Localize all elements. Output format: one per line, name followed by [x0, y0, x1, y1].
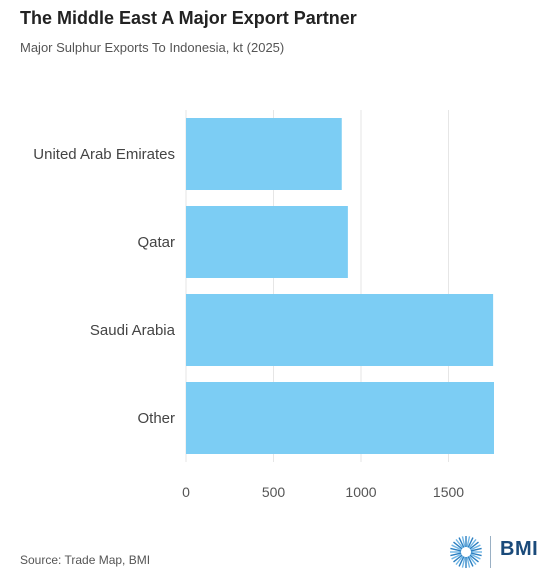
logo-ray — [470, 544, 481, 551]
logo-ray — [451, 544, 462, 551]
category-labels: United Arab Emirates Qatar Saudi Arabia Oth… — [33, 146, 175, 427]
logo-ray — [470, 547, 482, 552]
logo-ray — [450, 552, 462, 557]
chart-title: The Middle East A Major Export Partner — [20, 8, 357, 28]
bar-other — [186, 382, 494, 454]
x-tick-label: 1500 — [433, 484, 464, 500]
logo-ray — [458, 556, 465, 567]
logo-ray — [468, 555, 477, 565]
x-tick-label: 1000 — [345, 484, 376, 500]
logo-ray — [470, 552, 482, 557]
source-note: Source: Trade Map, BMI — [20, 553, 151, 567]
logo-ray — [467, 537, 474, 548]
logo-ray — [453, 554, 463, 563]
logo-ray — [453, 541, 463, 550]
bmi-logo-icon — [450, 536, 482, 568]
logo-divider — [490, 536, 491, 568]
bar-united-arab-emirates — [186, 118, 342, 190]
logo-ray — [455, 539, 464, 549]
category-label: Other — [137, 410, 175, 427]
category-label: United Arab Emirates — [33, 146, 175, 163]
logo-ray — [466, 536, 471, 548]
x-tick-label: 500 — [262, 484, 286, 500]
bmi-logo-text: BMI — [500, 538, 539, 560]
chart-subtitle: Major Sulphur Exports To Indonesia, kt (… — [20, 40, 285, 55]
logo-ray — [461, 536, 466, 548]
logo-ray — [468, 539, 477, 549]
bar-saudi-arabia — [186, 294, 494, 366]
category-label: Qatar — [137, 234, 175, 251]
bars — [186, 118, 494, 454]
category-label: Saudi Arabia — [90, 322, 176, 339]
logo-ray — [451, 553, 462, 560]
logo-ray — [461, 556, 466, 568]
logo-ray — [467, 556, 474, 567]
logo-ray — [469, 541, 479, 550]
logo-ray — [450, 547, 462, 552]
x-tick-labels: 0 500 1000 1500 — [182, 484, 464, 500]
x-tick-label: 0 — [182, 484, 190, 500]
bar-chart: United Arab Emirates Qatar Saudi Arabia Oth… — [33, 110, 494, 500]
bar-qatar — [186, 206, 348, 278]
logo-ray — [455, 555, 464, 565]
logo-ray — [466, 556, 471, 568]
logo-ray — [458, 537, 465, 548]
logo-ray — [470, 553, 481, 560]
logo-ray — [469, 554, 479, 563]
